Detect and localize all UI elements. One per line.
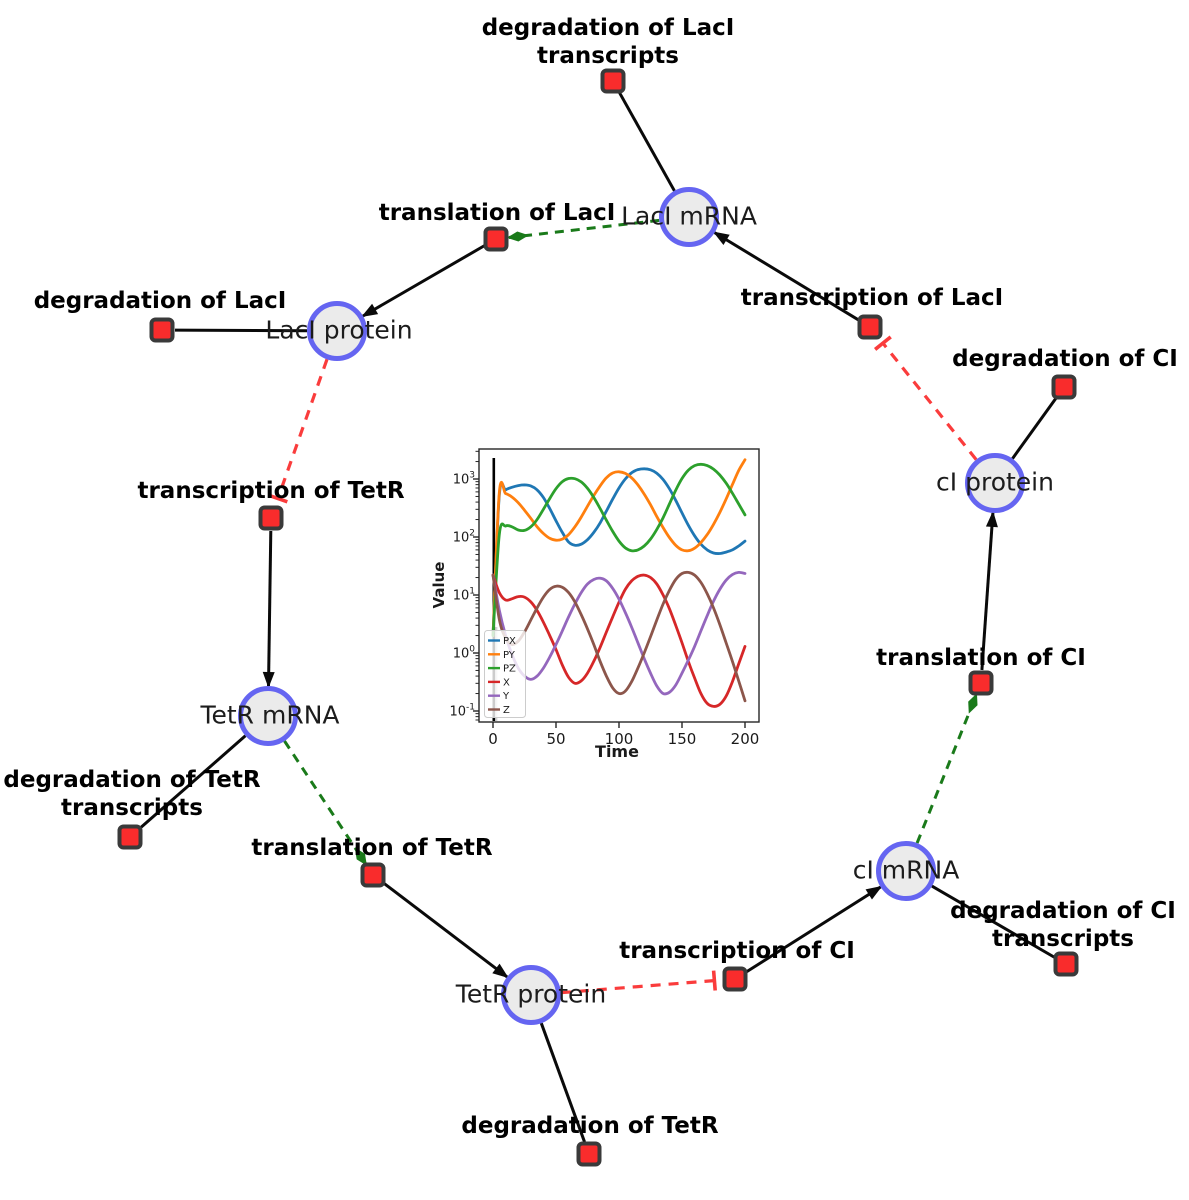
legend-label-PZ: PZ (503, 664, 516, 675)
series-line-PX (491, 467, 747, 637)
series-line-PY (491, 458, 747, 637)
edge-transcription-to-ci-mrna (745, 885, 883, 974)
reaction-node-degradation-ci-transcripts[interactable] (1053, 951, 1079, 977)
reaction-node-degradation-laci[interactable] (149, 317, 175, 343)
reaction-label-degradation-laci: degradation of LacI (33, 288, 287, 314)
x-tick-label: 50 (546, 730, 565, 748)
edge-laci-mrna-to-degradation-transcripts (617, 91, 676, 192)
plot-background (421, 428, 785, 776)
legend-label-PY: PY (503, 650, 516, 661)
edge-translation-to-tetr-protein (382, 881, 509, 979)
y-tick-label: 102 (453, 529, 475, 546)
legend: PX PY PZ XYZ (484, 630, 526, 718)
edge-tetr-protein-inhibits-transcription-ci (560, 970, 717, 995)
legend-label-Y: Y (502, 691, 510, 702)
species-label-ci-protein: cI protein (936, 467, 1054, 497)
reaction-label-degradation-ci-transcripts: degradation of CI transcripts (950, 898, 1176, 952)
y-tick-label: 10-1 (449, 703, 475, 720)
legend-label-X: X (503, 677, 510, 688)
species-node-tetr-mrna[interactable] (238, 686, 298, 746)
reaction-node-transcription-laci[interactable] (857, 314, 883, 340)
y-tick-label: 103 (453, 471, 475, 488)
edge-ci-mrna-to-translation (915, 693, 978, 844)
reaction-node-degradation-tetr[interactable] (576, 1141, 602, 1167)
edge-tetr-protein-to-degradation (539, 1022, 586, 1143)
reaction-label-transcription-ci: transcription of CI (619, 938, 855, 964)
reaction-label-degradation-laci-transcripts: degradation of LacI transcripts (481, 15, 735, 69)
species-label-tetr-mrna: TetR mRNA (200, 700, 340, 730)
legend-label-PX: PX (503, 636, 516, 647)
series-line-PZ (491, 462, 747, 637)
reaction-node-degradation-ci[interactable] (1051, 374, 1077, 400)
reaction-node-translation-laci[interactable] (483, 226, 509, 252)
y-tick-label: 100 (453, 645, 476, 662)
species-node-laci-protein[interactable] (307, 301, 367, 361)
edge-translation-to-ci-protein (980, 510, 998, 671)
species-label-tetr-protein: TetR protein (455, 979, 607, 1009)
edge-transcription-to-tetr-mrna (262, 530, 275, 688)
edge-translation-to-laci-protein (361, 244, 486, 318)
reaction-label-translation-laci: translation of LacI (378, 200, 616, 226)
reaction-node-transcription-ci[interactable] (722, 966, 748, 992)
reaction-label-degradation-ci: degradation of CI (952, 346, 1178, 372)
species-node-laci-mrna[interactable] (659, 187, 719, 247)
reaction-node-translation-ci[interactable] (968, 670, 994, 696)
reaction-label-transcription-laci: transcription of LacI (740, 285, 1004, 311)
reaction-label-translation-ci: translation of CI (876, 645, 1086, 671)
y-tick-label: 101 (453, 587, 475, 604)
y-axis-label: Value (430, 562, 448, 609)
edge-laci-protein-to-degradation (174, 328, 308, 333)
reaction-node-translation-tetr[interactable] (360, 862, 386, 888)
species-node-ci-mrna[interactable] (876, 841, 936, 901)
x-tick-label: 200 (731, 730, 760, 748)
series-line-Z (491, 570, 747, 703)
species-label-laci-mrna: LacI mRNA (621, 201, 757, 231)
legend-label-Z: Z (503, 705, 510, 716)
species-label-laci-protein: LacI protein (265, 315, 413, 345)
x-tick-label: 100 (605, 730, 634, 748)
reaction-label-degradation-tetr-transcripts: degradation of TetR transcripts (3, 767, 261, 821)
species-label-ci-mrna: cI mRNA (852, 855, 960, 885)
x-axis-label: Time (595, 742, 639, 761)
x-tick-label: 0 (488, 730, 498, 748)
reaction-label-degradation-tetr: degradation of TetR (461, 1113, 719, 1139)
species-node-tetr-protein[interactable] (501, 965, 561, 1025)
species-node-ci-protein[interactable] (965, 453, 1025, 513)
edge-tetr-mrna-to-translation (283, 740, 368, 866)
reaction-node-degradation-laci-transcripts[interactable] (600, 68, 626, 94)
x-tick-label: 150 (668, 730, 697, 748)
reaction-node-transcription-tetr[interactable] (258, 505, 284, 531)
edge-transcription-to-laci-mrna (712, 231, 860, 322)
edge-ci-protein-inhibits-transcription-laci (873, 335, 978, 461)
edge-ci-mrna-to-degradation-transcripts (931, 884, 1056, 959)
reaction-label-transcription-tetr: transcription of TetR (137, 478, 405, 504)
edge-tetr-mrna-to-degradation-transcripts (138, 734, 247, 830)
series-line-Y (491, 570, 747, 696)
edge-laci-protein-inhibits-transcription-tetr (267, 358, 329, 504)
edge-ci-protein-to-degradation (1011, 396, 1058, 460)
reaction-label-translation-tetr: translation of TetR (251, 835, 493, 861)
reaction-node-degradation-tetr-transcripts[interactable] (117, 824, 143, 850)
